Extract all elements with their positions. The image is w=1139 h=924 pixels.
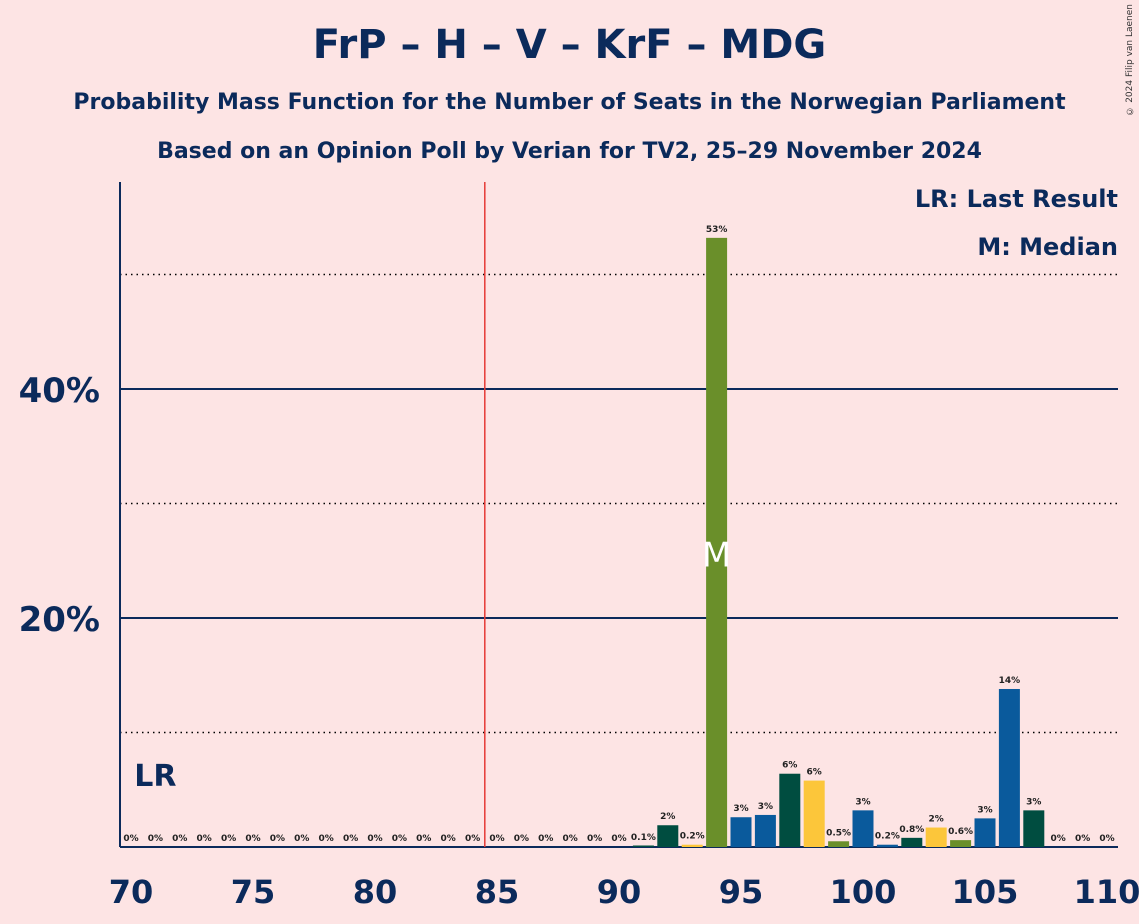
bar-value-label: 0% [270,834,285,844]
x-tick-label: 100 [830,873,897,911]
legend-median: M: Median [977,233,1118,261]
bar-value-label: 0% [1099,834,1114,844]
bar-98 [803,780,825,847]
bar-value-label: 3% [758,802,773,812]
last-result-marker: LR [134,759,176,794]
bar-value-label: 0% [1075,834,1090,844]
bar-value-label: 0% [123,834,138,844]
bar-91 [632,845,654,847]
bar-value-label: 0% [245,834,260,844]
x-tick-label: 105 [952,873,1019,911]
bar-value-label: 2% [660,812,675,822]
bar-value-label: 0.2% [680,832,705,842]
bar-103 [925,827,947,847]
bar-value-label: 0% [416,834,431,844]
bar-100 [852,810,874,847]
x-tick-label: 85 [475,873,520,911]
bar-105 [974,818,996,847]
bar-96 [754,814,776,847]
bar-value-label: 0.6% [948,827,973,837]
chart-subtitle: Probability Mass Function for the Number… [73,90,1066,115]
bar-value-label: 0% [197,834,212,844]
bar-102 [901,837,923,847]
median-marker: M [702,535,731,575]
bar-value-label: 0% [1051,834,1066,844]
bar-value-label: 0% [489,834,504,844]
bar-value-label: 3% [855,797,870,807]
legend-last-result: LR: Last Result [914,185,1118,213]
bar-value-label: 0.8% [899,825,924,835]
bar-value-label: 0% [392,834,407,844]
bar-value-label: 6% [807,768,822,778]
bar-value-label: 0% [538,834,553,844]
bar-value-label: 0% [148,834,163,844]
bar-value-label: 0.2% [875,832,900,842]
bar-101 [876,844,898,847]
bar-value-label: 3% [1026,797,1041,807]
bar-107 [1023,810,1045,847]
y-tick-label: 20% [19,600,100,640]
bar-value-label: 0% [587,834,602,844]
bar-value-label: 0% [611,834,626,844]
bar-92 [657,825,679,847]
bar-value-label: 0% [294,834,309,844]
x-tick-label: 75 [231,873,276,911]
x-tick-label: 95 [719,873,764,911]
bar-value-label: 0.5% [826,828,851,838]
bar-value-label: 3% [977,805,992,815]
bar-94 [706,237,728,848]
bar-104 [950,840,972,847]
bar-value-label: 14% [999,676,1021,686]
chart-source: Based on an Opinion Poll by Verian for T… [157,139,982,164]
bar-value-label: 3% [733,804,748,814]
bar-value-label: 6% [782,761,797,771]
bar-value-label: 0% [441,834,456,844]
y-tick-label: 40% [19,371,100,411]
bar-95 [730,817,752,847]
bar-value-label: 0% [221,834,236,844]
x-tick-label: 110 [1074,873,1139,911]
x-tick-label: 90 [597,873,642,911]
bar-value-label: 0% [172,834,187,844]
bar-value-label: 0% [465,834,480,844]
bar-value-label: 53% [706,225,728,235]
bar-99 [828,841,850,847]
bar-value-label: 0% [514,834,529,844]
x-tick-label: 80 [353,873,398,911]
bar-value-label: 0% [319,834,334,844]
chart-title: FrP – H – V – KrF – MDG [312,22,827,68]
x-tick-label: 70 [109,873,154,911]
bar-value-label: 2% [929,815,944,825]
bar-value-label: 0% [367,834,382,844]
bar-value-label: 0.1% [631,833,656,843]
bar-93 [681,844,703,847]
bar-value-label: 0% [343,834,358,844]
bar-106 [998,688,1020,847]
bar-97 [779,773,801,847]
bar-value-label: 0% [563,834,578,844]
